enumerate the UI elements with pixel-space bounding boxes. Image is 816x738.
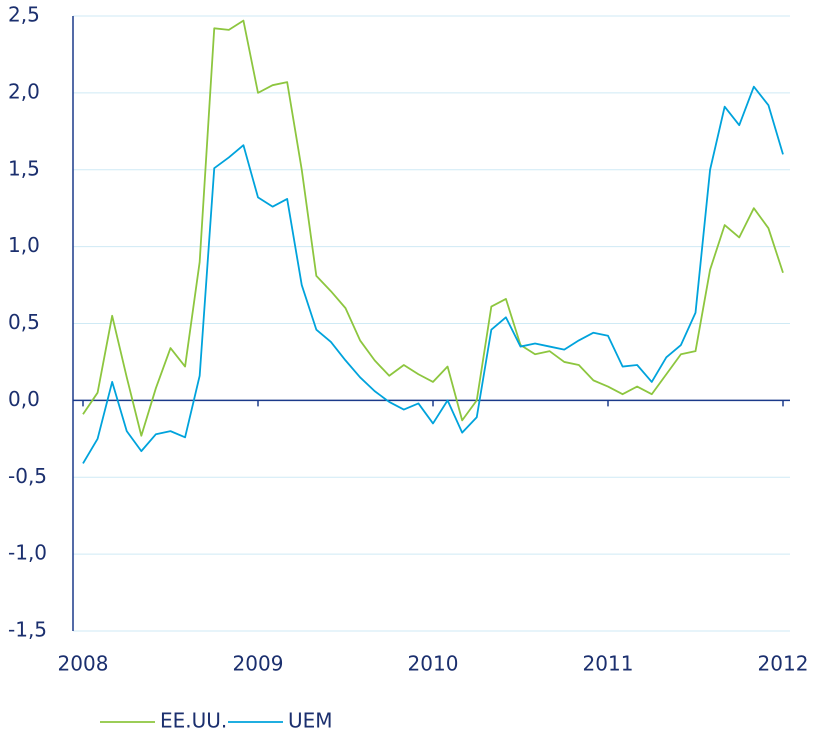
y-tick-label: 0,0	[8, 387, 40, 411]
series-line	[82, 85, 784, 464]
x-tick-label: 2009	[233, 652, 284, 676]
y-tick-label: 1,5	[8, 156, 40, 180]
y-tick-label: -1,5	[8, 618, 47, 642]
x-tick-label: 2008	[58, 652, 109, 676]
series-line	[82, 19, 784, 437]
legend-label: UEM	[288, 709, 333, 733]
y-tick-label: 0,5	[8, 310, 40, 334]
legend-label: EE.UU.	[160, 709, 227, 733]
y-tick-label: -1,0	[8, 541, 47, 565]
x-tick-label: 2012	[758, 652, 809, 676]
y-tick-label: 1,0	[8, 233, 40, 257]
x-tick-label: 2010	[408, 652, 459, 676]
x-tick-label: 2011	[583, 652, 634, 676]
y-tick-label: 2,5	[8, 3, 40, 27]
y-tick-label: 2,0	[8, 79, 40, 103]
y-tick-label: -0,5	[8, 464, 47, 488]
